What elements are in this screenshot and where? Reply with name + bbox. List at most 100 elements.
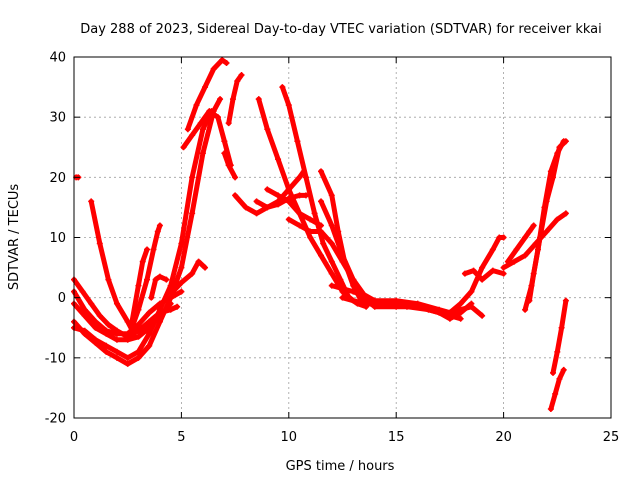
series-track-5 [71,301,174,343]
data-point [229,96,236,103]
data-point [184,126,191,133]
y-tick-label: -20 [45,412,66,427]
series-track-8 [129,247,150,325]
data-point [562,210,569,217]
series-track-30 [526,138,569,304]
data-point [144,276,151,283]
data-point [285,102,292,109]
data-point [113,354,120,361]
series-track-2 [71,108,214,361]
x-tick-label: 0 [70,430,78,445]
series-track-26 [462,268,507,283]
data-point [457,315,464,322]
data-point [461,270,468,277]
data-point [339,294,346,301]
data-point [154,228,161,235]
data-point [320,240,327,247]
data-point [189,270,196,277]
data-point [489,246,496,253]
data-point [135,354,142,361]
data-point [554,348,561,355]
data-point [92,324,99,331]
data-point [547,405,554,412]
series-track-32 [550,298,569,376]
data-point [479,264,486,271]
data-point [167,300,174,307]
data-point [468,288,475,295]
data-point [206,108,213,115]
x-tick-label: 20 [495,430,512,445]
data-point [285,186,292,193]
data-point [504,258,511,265]
data-point [513,246,520,253]
data-point [103,348,110,355]
data-point [156,273,163,280]
data-point [425,306,432,313]
data-point [178,288,185,295]
data-point [148,294,155,301]
data-point [275,198,282,205]
data-point [562,138,569,145]
data-point [296,222,303,229]
data-point [113,300,120,307]
data-point [199,150,206,157]
data-point [202,84,209,91]
data-point [318,228,325,235]
x-tick-label: 25 [603,430,620,445]
data-point [275,192,282,199]
y-tick-label: 30 [49,111,66,126]
data-point [556,375,563,382]
data-point [328,222,335,229]
data-point [328,240,335,247]
data-point [350,276,357,283]
data-point [328,270,335,277]
series-track-13 [226,72,244,126]
x-axis-label: GPS time / hours [286,459,395,474]
data-point [238,72,245,79]
data-point [479,312,486,319]
data-point [526,228,533,235]
y-axis-label: SDTVAR / TECUs [7,184,22,291]
data-point [178,240,185,247]
data-point [393,297,400,304]
y-tick-label: 20 [49,171,66,186]
data-point [302,174,309,181]
data-point [178,279,185,286]
series-track-31 [548,367,567,412]
data-point [294,138,301,145]
data-point [560,366,567,373]
data-point [92,318,99,325]
data-point [318,198,325,205]
data-point [219,57,226,64]
data-point [139,258,146,265]
data-point [197,120,204,127]
data-point [81,306,88,313]
data-point [556,144,563,151]
data-point [174,303,181,310]
data-point [328,192,335,199]
data-point [146,309,153,316]
data-point [92,336,99,343]
data-point [264,186,271,193]
data-point [500,234,507,241]
data-point [167,294,174,301]
data-point [113,336,120,343]
data-point [522,234,529,241]
data-point [180,144,187,151]
data-point [296,174,303,181]
data-point [169,288,176,295]
data-point [311,210,318,217]
data-point [135,333,142,340]
data-point [468,303,475,310]
data-point [337,276,344,283]
data-point [232,174,239,181]
data-point [163,276,170,283]
data-point [210,66,217,73]
data-point [296,210,303,217]
data-point [146,324,153,331]
data-point [318,252,325,259]
x-tick-label: 15 [388,430,405,445]
series-track-9 [148,274,169,301]
x-tick-label: 10 [281,430,298,445]
